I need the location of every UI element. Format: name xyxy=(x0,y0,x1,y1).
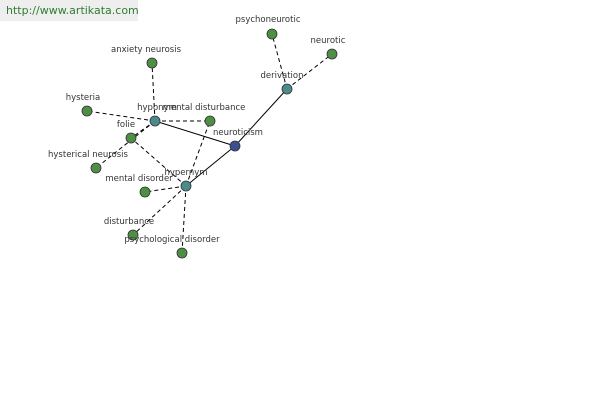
node xyxy=(180,180,192,192)
node-label: mental disorder xyxy=(105,174,173,184)
solid-edge xyxy=(185,145,236,187)
solid-edge xyxy=(154,120,236,147)
node xyxy=(127,229,139,241)
node-label: mental disturbance xyxy=(163,103,246,113)
site-url[interactable]: http://www.artikata.com xyxy=(0,0,139,21)
node xyxy=(281,83,293,95)
node-label: hypernym xyxy=(164,168,207,178)
node xyxy=(204,115,216,127)
dashed-edge xyxy=(271,33,288,90)
node xyxy=(149,115,161,127)
node-label: derivation xyxy=(260,71,303,81)
dashed-edge xyxy=(130,137,187,187)
node xyxy=(146,57,158,69)
node xyxy=(81,105,93,117)
node-label: hysterical neurosis xyxy=(48,150,129,160)
dashed-edge xyxy=(286,53,333,90)
solid-edge xyxy=(234,88,288,147)
node-label: disturbance xyxy=(104,217,154,227)
node xyxy=(266,28,278,40)
node xyxy=(90,162,102,174)
node-label: psychological disorder xyxy=(124,235,220,245)
node-label: hysteria xyxy=(66,93,100,103)
node xyxy=(229,140,241,152)
node xyxy=(125,132,137,144)
dashed-edge xyxy=(86,110,156,122)
dashed-edge xyxy=(151,62,156,122)
dashed-edge xyxy=(95,120,156,169)
node-label: neuroticism xyxy=(213,128,263,138)
node xyxy=(176,247,188,259)
dashed-edge xyxy=(132,185,187,236)
node-label: hyponym xyxy=(137,103,177,113)
node-label: anxiety neurosis xyxy=(111,45,182,55)
dashed-edge xyxy=(185,120,211,187)
node-label: neurotic xyxy=(311,36,346,46)
node-label: folie xyxy=(117,120,135,130)
node xyxy=(326,48,338,60)
node xyxy=(139,186,151,198)
node-label: psychoneurotic xyxy=(236,15,301,25)
